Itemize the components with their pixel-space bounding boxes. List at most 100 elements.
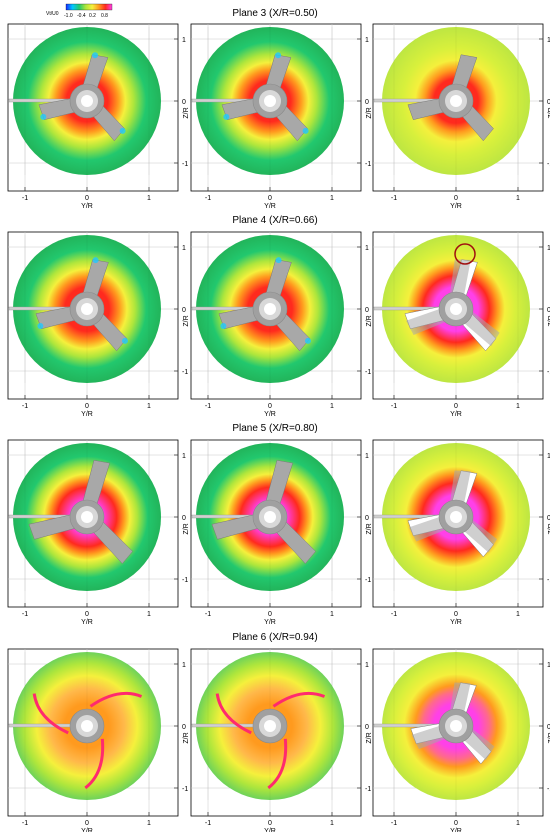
contour-panel: -1 0 1 Y/R 1 0 -1 Z/R: [372, 648, 550, 835]
y-tick-label: 0: [365, 515, 369, 522]
colorbar-tick: 0.2: [89, 13, 96, 19]
y-tick-label: 0: [547, 99, 550, 106]
wake-vortex-sheet: [89, 691, 143, 708]
rotor-blade-shadow: [406, 307, 451, 335]
y-tick-label: 0: [365, 724, 369, 731]
y-tick-label: 1: [547, 245, 550, 252]
rotor-blade-shadow: [449, 259, 471, 300]
x-tick-label: 1: [330, 403, 334, 410]
contour-panel: -1 0 1 Y/R 1 0 -1 Z/R: [190, 231, 373, 418]
y-tick-label: 0: [547, 515, 550, 522]
hub-center: [450, 303, 462, 315]
y-tick-label: 1: [365, 662, 369, 669]
x-tick-label: 1: [516, 820, 520, 827]
y-tick-label: 0: [182, 307, 186, 314]
hub-center: [450, 511, 462, 523]
x-tick-label: 1: [516, 195, 520, 202]
x-tick-label: -1: [391, 403, 397, 410]
wake-vortex-sheet: [267, 738, 288, 790]
y-tick-label: -1: [182, 369, 188, 376]
rotor-blade-shadow: [449, 470, 471, 508]
tip-vortex-marker: [275, 257, 282, 264]
x-tick-label: -1: [22, 403, 28, 410]
y-tick-label: 1: [182, 662, 186, 669]
x-tick-label: -1: [22, 611, 28, 618]
x-tick-label: 1: [147, 611, 151, 618]
x-tick-label: 0: [454, 403, 458, 410]
x-tick-label: 1: [330, 820, 334, 827]
y-axis-label: Z/R: [548, 315, 550, 326]
x-tick-label: 0: [268, 403, 272, 410]
x-axis-label: Y/R: [264, 828, 276, 832]
tip-vortex-marker: [40, 113, 47, 120]
x-tick-label: 0: [454, 820, 458, 827]
plane-title: Plane 5 (X/R=0.80): [232, 423, 317, 434]
hub-center: [81, 95, 93, 107]
x-axis-label: Y/R: [264, 203, 276, 210]
tip-vortex-marker: [92, 52, 99, 59]
x-tick-label: 0: [85, 403, 89, 410]
x-axis-label: Y/R: [450, 828, 462, 832]
y-tick-label: 0: [365, 307, 369, 314]
tip-vortex-marker: [92, 257, 99, 264]
y-tick-label: 0: [365, 99, 369, 106]
x-axis-label: Y/R: [450, 619, 462, 626]
x-tick-label: -1: [205, 403, 211, 410]
contour-panel: -1 0 1 Y/R 1 0 -1 Z/R: [7, 23, 190, 210]
wake-vortex-sheet: [215, 693, 252, 735]
tip-vortex-marker: [302, 127, 309, 134]
y-axis-label: Z/R: [548, 523, 550, 534]
hub-center: [264, 720, 276, 732]
y-axis-label: Z/R: [183, 523, 190, 534]
y-axis-label: Z/R: [183, 315, 190, 326]
hub-center: [450, 95, 462, 107]
y-tick-label: -1: [365, 161, 371, 168]
y-tick-label: 1: [365, 245, 369, 252]
y-tick-label: -1: [182, 577, 188, 584]
y-axis-label: Z/R: [183, 107, 190, 118]
y-axis-label: Z/R: [366, 315, 373, 326]
y-axis-label: Z/R: [548, 107, 550, 118]
x-tick-label: 1: [330, 611, 334, 618]
y-tick-label: 1: [365, 453, 369, 460]
colorbar-tick: -1.0: [64, 13, 73, 19]
x-tick-label: 1: [516, 403, 520, 410]
y-tick-label: 0: [182, 99, 186, 106]
x-tick-label: 0: [268, 611, 272, 618]
contour-panel: -1 0 1 Y/R 1 0 -1 Z/R: [372, 23, 550, 210]
contour-panel: -1 0 1 Y/R 1 0 -1 Z/R: [7, 648, 190, 835]
y-axis-label: Z/R: [366, 107, 373, 118]
hub-center: [81, 303, 93, 315]
x-axis-label: Y/R: [81, 411, 93, 418]
x-axis-label: Y/R: [450, 203, 462, 210]
tip-vortex-marker: [37, 322, 44, 329]
x-tick-label: 0: [268, 195, 272, 202]
x-tick-label: -1: [205, 820, 211, 827]
y-tick-label: 0: [182, 515, 186, 522]
x-tick-label: 0: [85, 195, 89, 202]
wake-vortex-sheet: [272, 691, 326, 708]
contour-panels: -1 0 1 Y/R 1 0 -1 Z/R -1 0 1 Y/R 1 0 -1 Z/R -1 0 1 Y/R 1 0 -1 Z…: [7, 23, 550, 835]
colorbar-tick: -0.4: [77, 13, 86, 19]
y-axis-label: Z/R: [366, 732, 373, 743]
x-tick-label: -1: [391, 820, 397, 827]
x-axis-label: Y/R: [81, 828, 93, 832]
wake-vortex-sheet: [84, 738, 105, 790]
contour-panel: -1 0 1 Y/R 1 0 -1 Z/R: [372, 231, 550, 418]
hub-center: [81, 511, 93, 523]
x-tick-label: -1: [22, 195, 28, 202]
x-tick-label: 0: [85, 820, 89, 827]
y-tick-label: 0: [547, 724, 550, 731]
tip-vortex-marker: [119, 127, 126, 134]
hub-center: [264, 303, 276, 315]
x-tick-label: 0: [454, 611, 458, 618]
y-tick-label: 1: [182, 453, 186, 460]
contour-panel: -1 0 1 Y/R 1 0 -1 Z/R: [190, 23, 373, 210]
hub-center: [264, 95, 276, 107]
plane-title: Plane 3 (X/R=0.50): [232, 8, 317, 19]
x-tick-label: 1: [147, 820, 151, 827]
y-tick-label: 1: [365, 37, 369, 44]
x-axis-label: Y/R: [81, 203, 93, 210]
y-tick-label: -1: [547, 577, 550, 584]
